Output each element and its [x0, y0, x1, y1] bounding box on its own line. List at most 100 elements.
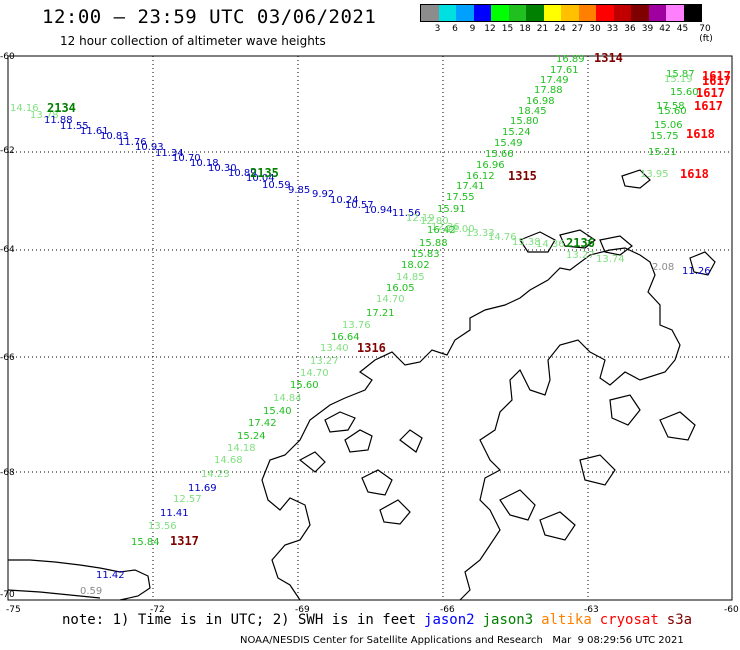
wave-height-value: 2.08 [652, 262, 674, 273]
wave-height-value: 15.38 [512, 237, 541, 248]
wave-height-value: 10.24 [330, 195, 359, 206]
wave-height-value: 11.76 [118, 137, 147, 148]
longitude-label: -60 [724, 605, 739, 615]
wave-height-value: 15.87 [666, 69, 695, 80]
wave-height-value: 13.27 [310, 356, 339, 367]
color-swatch [543, 5, 561, 21]
color-scale-label: 6 [452, 24, 458, 34]
satellite-name: s3a [666, 612, 693, 628]
color-scale-swatches [420, 4, 702, 22]
longitude-label: -72 [150, 605, 165, 615]
satellite-legend: jason2 jason3 altika cryosat s3a [416, 612, 692, 628]
wave-height-value: 13.40 [320, 343, 349, 354]
latitude-label: -68 [0, 468, 15, 478]
wave-height-value: 15.40 [263, 406, 292, 417]
wave-height-value: 14.84 [273, 393, 302, 404]
wave-height-value: 16.89 [556, 54, 585, 65]
wave-height-value: 16.05 [386, 283, 415, 294]
wave-height-value: 10.59 [262, 180, 291, 191]
wave-height-value: 14.23 [201, 469, 230, 480]
latitude-label: -60 [0, 52, 15, 62]
wave-height-labels: 14.1613.7811.8811.5511.6110.8311.7610.93… [10, 54, 711, 597]
wave-height-value: 12.80 [420, 216, 449, 227]
color-scale-label: 15 [501, 24, 514, 34]
footnote: note: 1) Time is in UTC; 2) SWH is in fe… [62, 612, 692, 628]
wave-height-value: 18.02 [401, 260, 430, 271]
wave-height-value: 13.56 [148, 521, 177, 532]
wave-height-value: 11.88 [44, 115, 73, 126]
latitude-label: -70 [0, 590, 15, 600]
wave-height-value: 14.76 [488, 232, 517, 243]
wave-height-value: 15.21 [648, 147, 677, 158]
wave-height-value: 13.95 [640, 169, 669, 180]
satellite-name: jason3 [482, 612, 534, 628]
wave-height-value: 17.42 [248, 418, 277, 429]
credit-line: NOAA/NESDIS Center for Satellite Applica… [240, 635, 684, 646]
pass-time-labels: 2134213521361314131513161317161716171617… [47, 51, 731, 548]
wave-height-value: 9.85 [288, 185, 310, 196]
color-scale-label: 45 [676, 24, 689, 34]
wave-height-value: 17.49 [540, 75, 569, 86]
wave-height-value: 12.57 [173, 494, 202, 505]
wave-height-value: 14.16 [10, 103, 39, 114]
color-swatch [456, 5, 474, 21]
color-swatch [491, 5, 509, 21]
wave-height-value: 17.21 [366, 308, 395, 319]
wave-height-value: 10.94 [364, 205, 393, 216]
color-swatch [561, 5, 579, 21]
latitude-label: -66 [0, 353, 15, 363]
color-swatch [438, 5, 456, 21]
color-scale-label: 12 [484, 24, 496, 34]
wave-height-value: 14.68 [214, 455, 243, 466]
wave-height-value: 10.18 [190, 158, 219, 169]
pass-time-label: 1617 [696, 86, 725, 100]
color-swatch [578, 5, 596, 21]
color-swatch [526, 5, 544, 21]
longitude-label: -69 [295, 605, 310, 615]
wave-height-value: 12.00 [446, 224, 475, 235]
longitude-label: -63 [584, 605, 599, 615]
latitude-label: -64 [0, 245, 15, 255]
wave-height-value: 15.84 [131, 537, 160, 548]
pass-time-label: 1617 [702, 74, 731, 88]
color-scale-label: 3 [434, 24, 441, 34]
wave-height-value: 11.69 [188, 483, 217, 494]
wave-height-value: 0.59 [80, 586, 102, 597]
color-swatch [648, 5, 666, 21]
wave-height-value: 14.70 [300, 368, 329, 379]
wave-height-value: 11.61 [80, 126, 109, 137]
wave-height-value: 15.49 [494, 138, 523, 149]
axis-labels: -60 -62 -64 -66 -68 -70 -75 -72 -69 -66 -63 -60 [0, 52, 739, 615]
wave-height-value: 16.42 [427, 225, 456, 236]
wave-height-value: 13.33 [466, 228, 495, 239]
color-swatch [473, 5, 491, 21]
wave-height-value: 14.85 [396, 272, 425, 283]
wave-height-value: 11.34 [155, 148, 184, 159]
wave-height-value: 10.30 [208, 163, 237, 174]
wave-height-value: 15.80 [510, 116, 539, 127]
color-swatch [683, 5, 701, 21]
pass-time-label: 1316 [357, 341, 386, 355]
wave-height-value: 17.41 [456, 181, 485, 192]
color-scale-label: 30 [589, 24, 601, 34]
pass-time-label: 1317 [170, 534, 199, 548]
wave-height-value: 16.12 [466, 171, 495, 182]
wave-height-value: 10.93 [135, 142, 164, 153]
longitude-label: -75 [6, 605, 21, 615]
wave-height-value: 15.60 [670, 87, 699, 98]
wave-height-value: 15.66 [485, 149, 514, 160]
color-scale-label: 9 [469, 24, 476, 34]
satellite-name: jason2 [424, 612, 475, 628]
color-swatch [421, 5, 439, 21]
satellite-name: altika [541, 612, 592, 628]
page-subtitle: 12 hour collection of altimeter wave hei… [60, 34, 326, 48]
wave-height-value: 13.76 [342, 320, 371, 331]
graticule [8, 56, 732, 600]
satellite-name: cryosat [599, 612, 659, 628]
color-scale-label: 42 [659, 24, 671, 34]
wave-height-value: 16.64 [331, 332, 360, 343]
wave-height-value: 14.18 [227, 443, 256, 454]
wave-height-value: 13.78 [30, 110, 59, 121]
wave-height-value: 11.55 [60, 121, 89, 132]
